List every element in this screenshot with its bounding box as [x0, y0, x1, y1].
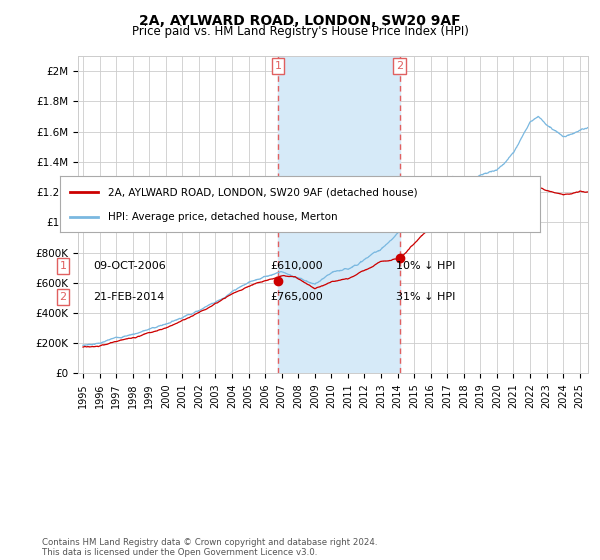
- Text: 21-FEB-2014: 21-FEB-2014: [93, 292, 164, 302]
- Text: HPI: Average price, detached house, Merton: HPI: Average price, detached house, Mert…: [108, 212, 338, 222]
- Text: 2A, AYLWARD ROAD, LONDON, SW20 9AF: 2A, AYLWARD ROAD, LONDON, SW20 9AF: [139, 14, 461, 28]
- Text: Contains HM Land Registry data © Crown copyright and database right 2024.
This d: Contains HM Land Registry data © Crown c…: [42, 538, 377, 557]
- Text: 09-OCT-2006: 09-OCT-2006: [93, 261, 166, 271]
- Text: 1: 1: [274, 61, 281, 71]
- Text: 2A, AYLWARD ROAD, LONDON, SW20 9AF (detached house): 2A, AYLWARD ROAD, LONDON, SW20 9AF (deta…: [108, 187, 418, 197]
- Text: £610,000: £610,000: [270, 261, 323, 271]
- Text: £765,000: £765,000: [270, 292, 323, 302]
- Text: 31% ↓ HPI: 31% ↓ HPI: [396, 292, 455, 302]
- Text: Price paid vs. HM Land Registry's House Price Index (HPI): Price paid vs. HM Land Registry's House …: [131, 25, 469, 38]
- Text: 2: 2: [396, 61, 403, 71]
- Text: 10% ↓ HPI: 10% ↓ HPI: [396, 261, 455, 271]
- Text: 2: 2: [59, 292, 67, 302]
- Bar: [278, 56, 400, 374]
- Text: 1: 1: [59, 261, 67, 271]
